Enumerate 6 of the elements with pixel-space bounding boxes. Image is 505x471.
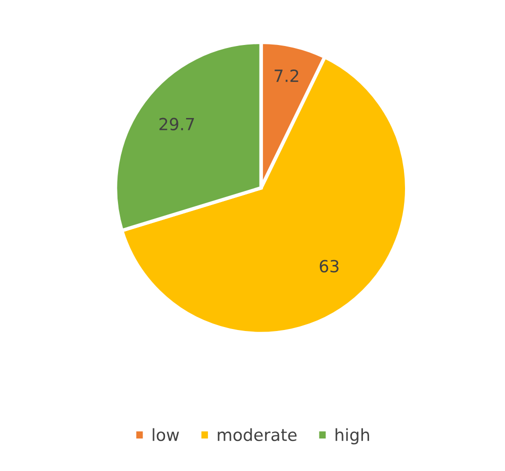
data-label: 29.7 xyxy=(159,118,194,130)
data-label: 7.2 xyxy=(274,69,298,82)
data-label: 63 xyxy=(320,260,339,272)
legend-label: low xyxy=(152,428,179,442)
legend-label: high xyxy=(336,428,370,444)
legend-label: moderate xyxy=(218,428,297,442)
